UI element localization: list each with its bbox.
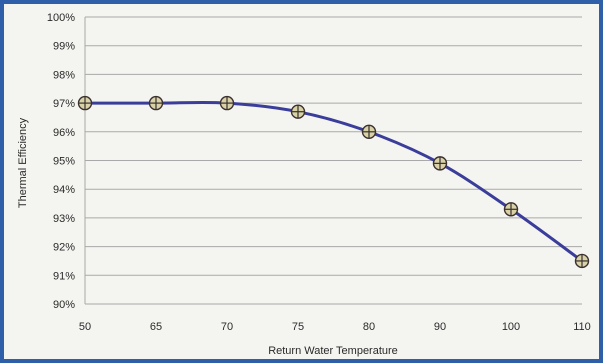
- y-tick-label-91: 91%: [53, 270, 75, 282]
- y-axis-title: Thermal Efficiency: [17, 117, 29, 208]
- y-tick-label-94: 94%: [53, 184, 75, 196]
- x-tick-label-75: 75: [292, 321, 304, 333]
- x-tick-label-80: 80: [363, 321, 375, 333]
- x-tick-label-100: 100: [502, 321, 520, 333]
- data-point-90: [432, 156, 448, 171]
- data-point-80: [361, 124, 377, 140]
- data-point-50: [77, 95, 93, 111]
- y-axis-tick-labels: 90% 91% 92% 93% 94% 95% 96% 97% 98% 99% 100%: [47, 12, 75, 311]
- data-point-75: [290, 104, 306, 119]
- data-point-100: [503, 202, 519, 217]
- y-tick-label-98: 98%: [53, 69, 75, 81]
- gridlines: [84, 16, 582, 305]
- x-tick-label-110: 110: [573, 321, 591, 333]
- series-group: [77, 95, 590, 269]
- data-point-70: [219, 95, 235, 111]
- data-point-65: [148, 95, 164, 111]
- y-tick-label-97: 97%: [53, 98, 75, 110]
- x-axis-tick-labels: 50 65 70 75 80 90 100 110: [79, 321, 591, 333]
- thermal-efficiency-chart: 90% 91% 92% 93% 94% 95% 96% 97% 98% 99% 100% 50 65 7…: [17, 12, 591, 357]
- y-tick-label-95: 95%: [53, 156, 75, 168]
- x-tick-label-90: 90: [434, 321, 446, 333]
- y-tick-label-96: 96%: [53, 127, 75, 139]
- x-tick-label-70: 70: [221, 321, 233, 333]
- chart-panel: 90% 91% 92% 93% 94% 95% 96% 97% 98% 99% 100% 50 65 7…: [4, 4, 599, 359]
- series-line-0: [83, 100, 584, 263]
- data-point-110: [574, 253, 590, 269]
- y-tick-label-92: 92%: [53, 242, 75, 254]
- y-tick-label-93: 93%: [53, 213, 75, 225]
- x-axis-title: Return Water Temperature: [268, 345, 398, 357]
- y-tick-label-100: 100%: [47, 12, 75, 24]
- y-tick-label-90: 90%: [53, 299, 75, 311]
- x-tick-label-50: 50: [79, 321, 91, 333]
- x-tick-label-65: 65: [150, 321, 162, 333]
- y-tick-label-99: 99%: [53, 41, 75, 53]
